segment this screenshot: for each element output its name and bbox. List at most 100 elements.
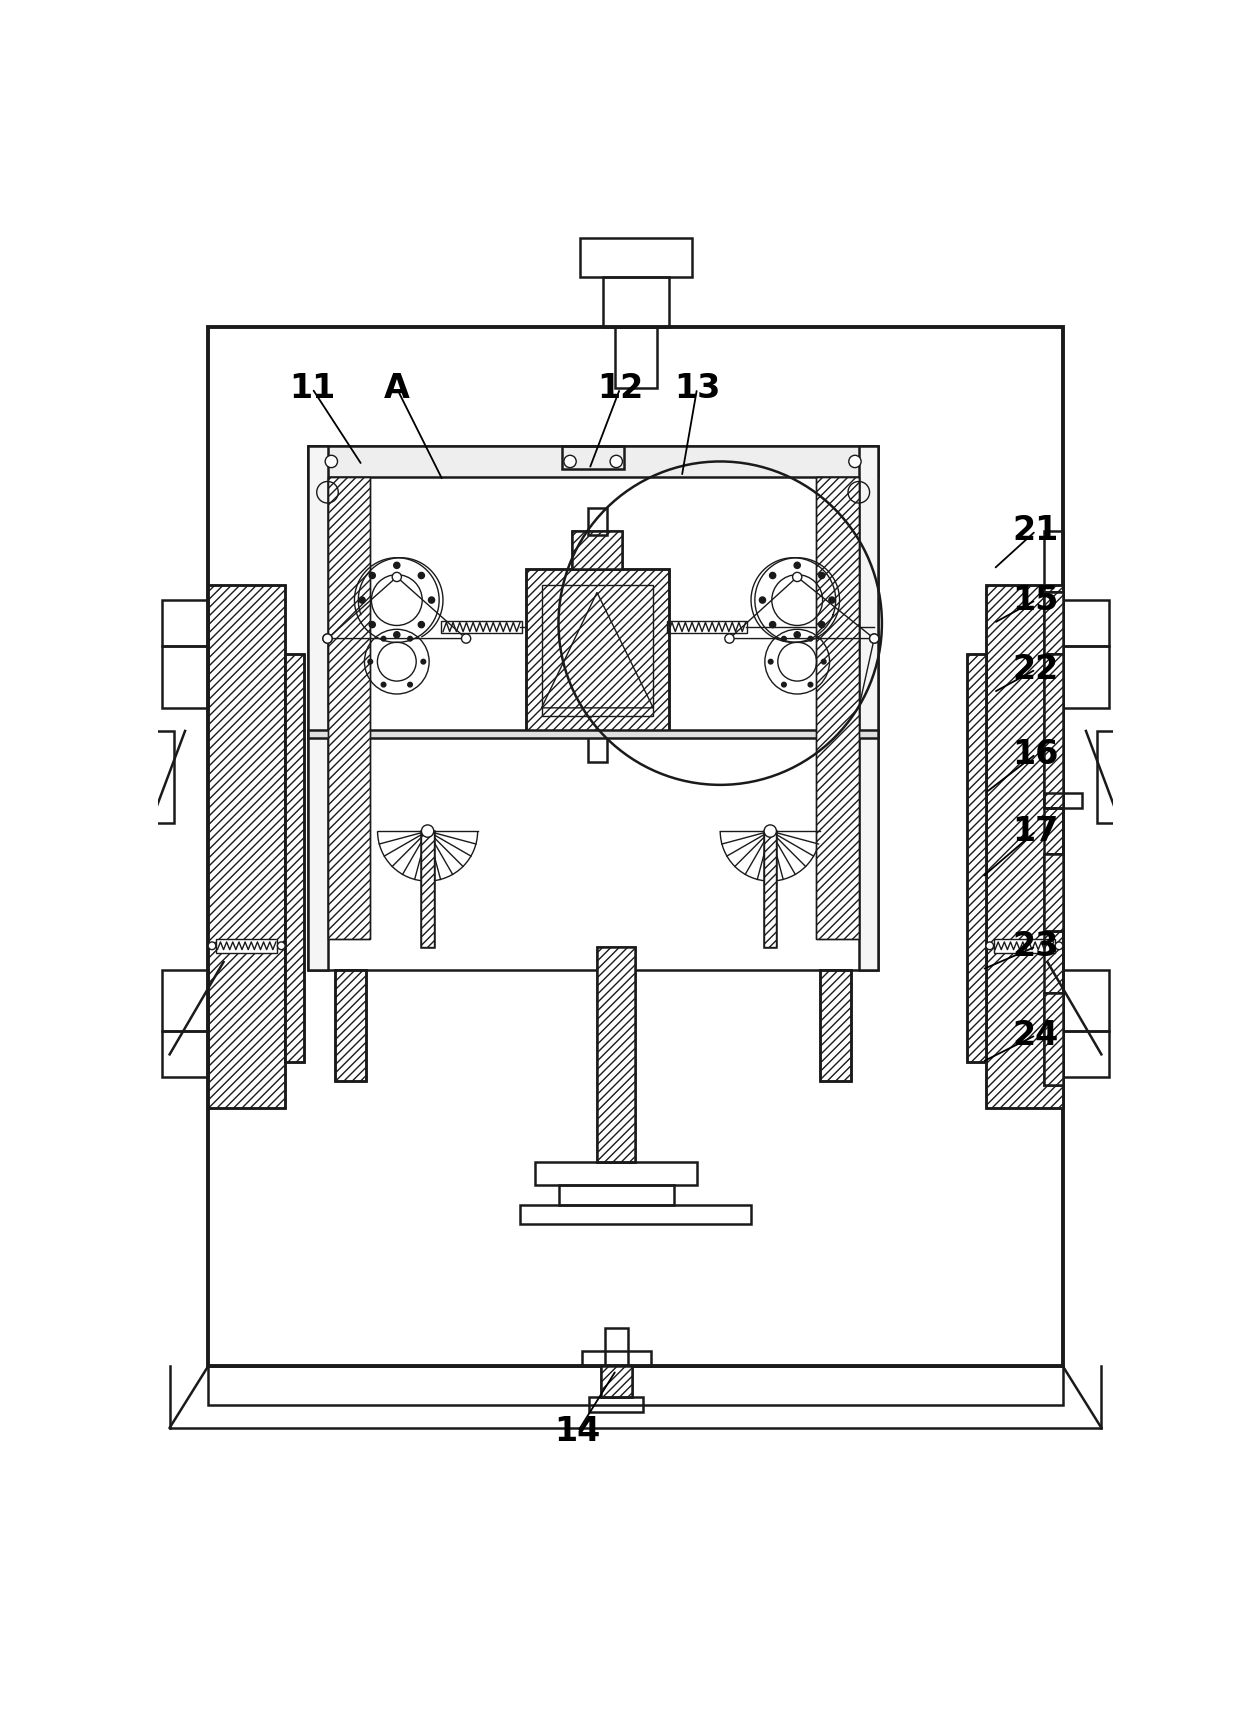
Bar <box>422 831 434 947</box>
Bar <box>986 584 1063 1108</box>
Circle shape <box>1055 942 1063 950</box>
Bar <box>327 477 370 938</box>
Circle shape <box>725 634 734 643</box>
Bar <box>526 569 668 731</box>
Bar <box>1044 854 1063 931</box>
Bar <box>558 1185 675 1204</box>
Bar <box>1044 653 1063 809</box>
Bar <box>208 584 285 1108</box>
Circle shape <box>818 572 825 579</box>
Text: 23: 23 <box>1013 930 1059 962</box>
Circle shape <box>808 636 812 641</box>
Bar <box>526 569 668 731</box>
Text: 17: 17 <box>1013 814 1059 847</box>
Bar <box>573 530 622 569</box>
Bar <box>309 446 878 969</box>
Bar <box>986 584 1063 1108</box>
Text: 14: 14 <box>554 1415 601 1448</box>
Bar <box>821 969 851 1082</box>
Text: A: A <box>384 372 409 404</box>
Circle shape <box>322 634 332 643</box>
Bar <box>764 831 776 947</box>
Bar <box>542 584 653 715</box>
Bar <box>1063 1032 1109 1078</box>
Circle shape <box>781 636 786 641</box>
Circle shape <box>828 596 835 603</box>
Bar <box>764 831 776 947</box>
Circle shape <box>759 596 765 603</box>
Text: 24: 24 <box>1013 1018 1059 1052</box>
Text: 22: 22 <box>1013 653 1059 686</box>
Text: 12: 12 <box>596 372 644 404</box>
Text: 15: 15 <box>1013 584 1059 617</box>
Circle shape <box>794 632 800 638</box>
Bar <box>596 947 635 1163</box>
Circle shape <box>429 596 434 603</box>
Bar <box>1063 646 1109 708</box>
Bar <box>563 446 624 470</box>
Bar <box>520 1204 751 1223</box>
Bar <box>816 477 859 938</box>
Bar <box>1044 994 1063 1085</box>
Bar <box>1044 931 1063 994</box>
Circle shape <box>408 683 413 688</box>
Bar <box>327 477 370 938</box>
Circle shape <box>869 634 879 643</box>
Circle shape <box>408 636 413 641</box>
Text: 11: 11 <box>289 372 335 404</box>
Bar <box>589 1396 644 1412</box>
Bar <box>993 938 1055 952</box>
Bar <box>208 1367 1063 1405</box>
Circle shape <box>418 572 424 579</box>
Bar <box>596 947 635 1163</box>
Bar <box>859 446 878 969</box>
Bar <box>1044 593 1063 653</box>
Bar <box>821 969 851 1082</box>
Circle shape <box>610 454 622 468</box>
Bar <box>601 1367 631 1396</box>
Bar <box>216 938 278 952</box>
Bar <box>967 653 986 1063</box>
Bar <box>816 477 859 938</box>
Circle shape <box>461 634 471 643</box>
Text: 21: 21 <box>1013 515 1059 548</box>
Bar <box>967 653 986 1063</box>
Bar <box>1044 854 1063 931</box>
Bar <box>1044 793 1083 809</box>
Circle shape <box>781 683 786 688</box>
Bar <box>667 620 748 632</box>
Bar <box>1063 969 1109 1032</box>
Bar <box>335 969 366 1082</box>
Circle shape <box>422 824 434 838</box>
Bar <box>208 327 1063 1367</box>
Bar <box>1044 593 1063 653</box>
Bar <box>580 238 692 276</box>
Text: 13: 13 <box>673 372 720 404</box>
Circle shape <box>849 454 861 468</box>
Bar <box>601 1367 631 1396</box>
Circle shape <box>278 942 285 950</box>
Bar <box>582 1351 651 1367</box>
Circle shape <box>769 660 773 664</box>
Circle shape <box>394 632 399 638</box>
Bar <box>1044 530 1063 593</box>
Circle shape <box>821 660 826 664</box>
Circle shape <box>368 660 372 664</box>
Bar <box>1063 600 1109 646</box>
Bar <box>335 969 366 1082</box>
Bar <box>1044 653 1063 809</box>
Bar <box>573 530 622 569</box>
Bar <box>285 653 304 1063</box>
Bar <box>603 276 668 327</box>
Bar <box>1097 731 1140 823</box>
Bar <box>131 731 174 823</box>
Circle shape <box>325 454 337 468</box>
Circle shape <box>422 660 425 664</box>
Text: 16: 16 <box>1013 738 1059 771</box>
Circle shape <box>869 634 879 643</box>
Bar <box>208 584 285 1108</box>
Circle shape <box>808 683 812 688</box>
Circle shape <box>144 817 156 829</box>
Circle shape <box>418 622 424 627</box>
Circle shape <box>394 562 399 569</box>
